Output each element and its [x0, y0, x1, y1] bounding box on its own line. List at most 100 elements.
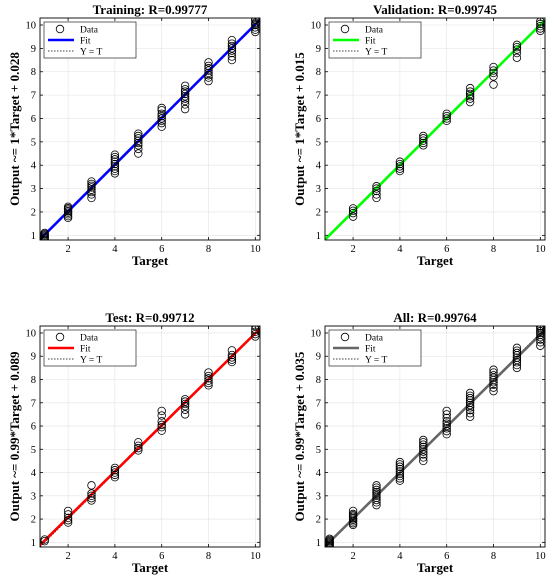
data-point: [87, 496, 96, 505]
y-tick-label: 1: [316, 231, 321, 242]
x-tick-label: 8: [491, 244, 496, 255]
data-point: [180, 397, 190, 406]
data-point: [180, 399, 190, 409]
legend-label-fit: Fit: [365, 37, 376, 47]
x-tick-label: 6: [159, 551, 164, 562]
data-point: [204, 68, 213, 78]
data-point: [227, 55, 237, 65]
data-point: [512, 353, 522, 362]
data-point: [348, 509, 358, 519]
data-point: [442, 421, 451, 431]
data-point: [204, 371, 213, 381]
data-point: [419, 136, 428, 145]
axes-frame: [39, 17, 261, 241]
data-point: [134, 441, 143, 451]
data-point: [465, 388, 475, 398]
data-point: [227, 350, 237, 360]
data-point: [157, 422, 166, 432]
data-point: [40, 535, 49, 544]
data-point: [227, 355, 237, 364]
data-point: [465, 400, 475, 410]
data-point: [465, 412, 475, 421]
data-point: [63, 518, 73, 527]
data-point: [536, 26, 545, 36]
y-tick-label: 3: [31, 491, 36, 502]
data-point: [465, 94, 475, 103]
data-point: [419, 442, 428, 452]
data-point: [204, 58, 213, 67]
data-point: [251, 27, 260, 37]
data-point: [419, 141, 428, 150]
data-point: [110, 169, 120, 178]
data-point: [442, 417, 451, 426]
data-point: [157, 111, 166, 121]
data-point: [489, 62, 498, 72]
y-axis-label: Output ~= 1*Target + 0.015: [292, 52, 307, 206]
data-point: [419, 453, 428, 462]
data-point: [489, 72, 498, 81]
legend-label-fit: Fit: [80, 345, 91, 355]
data-point: [134, 144, 143, 154]
data-point: [372, 498, 381, 507]
x-tick-label: 10: [535, 244, 546, 255]
data-point: [251, 329, 260, 339]
y-tick-label: 6: [31, 114, 36, 125]
data-point: [372, 186, 381, 196]
chart-title: Test: R=0.99712: [105, 310, 194, 325]
x-axis-label: Target: [132, 253, 169, 268]
data-point: [442, 406, 451, 416]
data-point: [395, 457, 405, 467]
data-point: [442, 111, 451, 121]
data-point: [157, 106, 166, 115]
y-tick-label: 7: [31, 91, 36, 102]
data-point: [180, 410, 190, 419]
legend-data-marker: [55, 332, 65, 342]
data-point: [395, 166, 405, 176]
x-tick-label: 4: [397, 551, 403, 562]
y-tick-label: 1: [316, 538, 321, 549]
data-point: [465, 398, 475, 407]
data-point: [63, 516, 73, 525]
data-point: [442, 429, 451, 439]
y-tick-label: 10: [26, 328, 37, 339]
data-point: [419, 456, 428, 466]
data-point: [204, 381, 213, 390]
data-point: [442, 116, 451, 126]
x-tick-label: 4: [112, 551, 118, 562]
y-tick-label: 4: [31, 161, 37, 172]
data-point: [465, 83, 475, 93]
data-point: [87, 179, 96, 189]
data-point: [419, 445, 428, 454]
y-tick-label: 2: [31, 207, 36, 218]
data-point: [87, 177, 96, 186]
data-point: [512, 40, 522, 50]
data-point: [227, 357, 237, 367]
axes-frame: [39, 325, 261, 548]
data-point: [134, 446, 143, 455]
legend-data-marker: [340, 24, 350, 34]
y-tick-label: 7: [316, 91, 321, 102]
y-tick-label: 4: [316, 468, 322, 479]
data-point: [442, 424, 451, 433]
data-point: [157, 109, 166, 119]
data-point: [134, 136, 143, 145]
data-point: [157, 411, 166, 420]
data-point: [157, 118, 166, 128]
y-axis-label: Output ~= 1*Target + 0.028: [7, 52, 22, 206]
chart-title: All: R=0.99764: [393, 310, 477, 325]
x-tick-label: 2: [350, 551, 355, 562]
data-point: [395, 467, 405, 476]
y-tick-label: 5: [31, 445, 36, 456]
legend-label-data: Data: [365, 334, 384, 344]
data-point: [251, 326, 260, 334]
y-tick-label: 10: [311, 328, 322, 339]
data-point: [87, 481, 96, 490]
data-point: [536, 24, 545, 33]
data-point: [87, 493, 96, 503]
data-point: [134, 131, 143, 141]
data-point: [87, 181, 96, 190]
legend-label-fit: Fit: [365, 345, 376, 355]
